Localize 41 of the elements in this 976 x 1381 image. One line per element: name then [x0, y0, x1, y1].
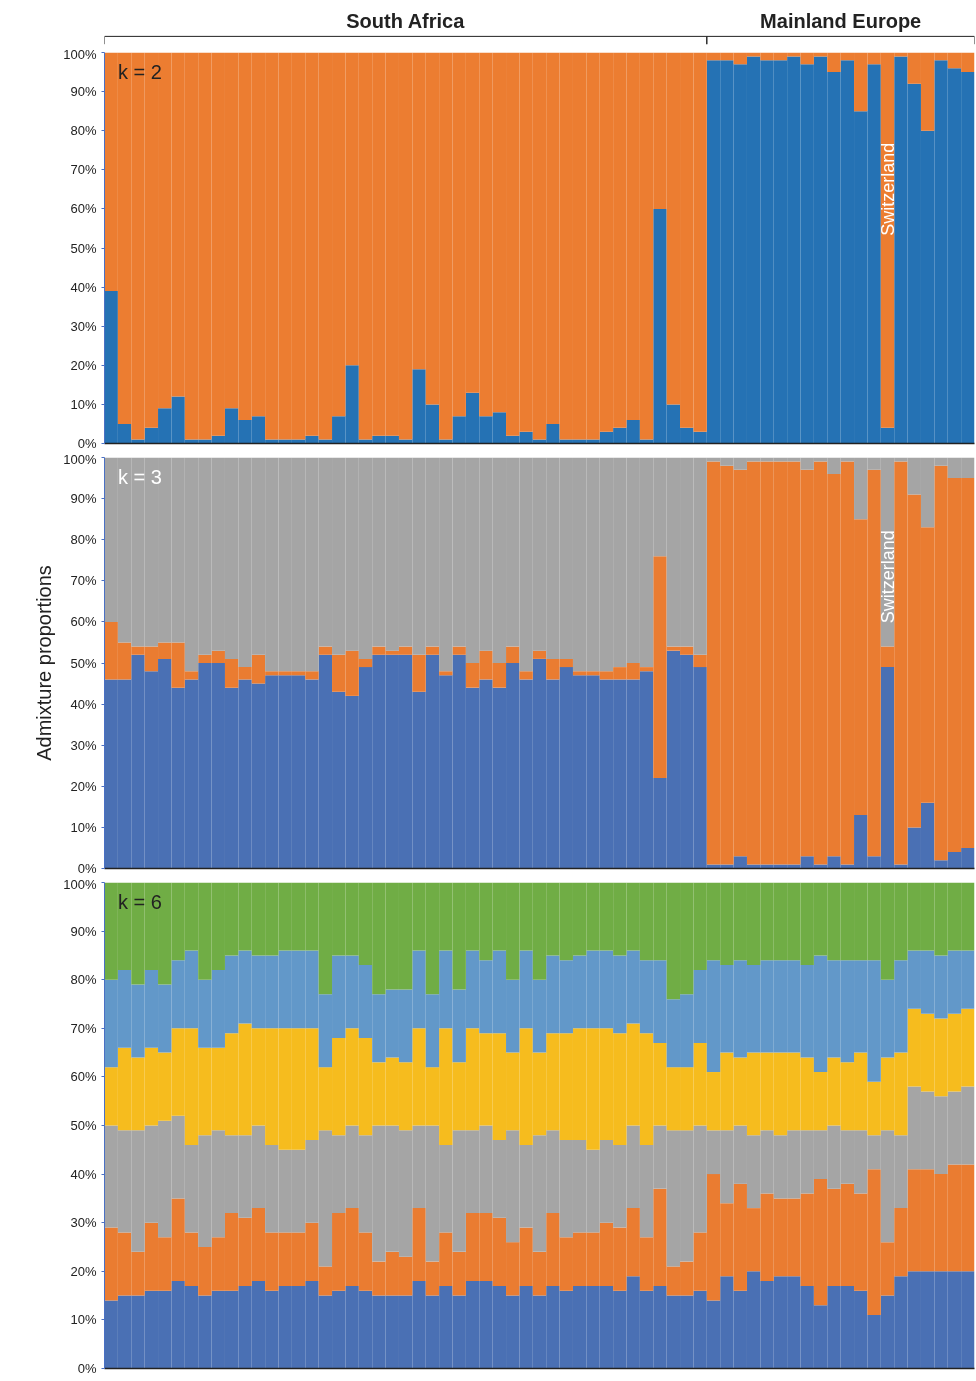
y-tick-label: 10% [70, 396, 97, 412]
y-tick-label: 70% [70, 1020, 97, 1036]
y-tick-label: 20% [70, 357, 97, 373]
annotation: k = 2 [117, 60, 162, 83]
y-tick-label: 30% [70, 318, 97, 334]
annotation: Switzerland [877, 530, 898, 624]
y-tick-label: 60% [70, 201, 97, 217]
y-tick-label: 40% [70, 696, 97, 712]
y-tick-label: 100% [63, 46, 97, 62]
y-tick-label: 30% [70, 1215, 97, 1231]
y-tick-label: 80% [70, 972, 97, 988]
y-tick-label: 0% [77, 861, 97, 876]
y-tick-label: 0% [77, 436, 97, 451]
y-tick-label: 10% [70, 1312, 97, 1328]
y-tick-label: 70% [70, 573, 97, 589]
text: South Africa [346, 9, 466, 32]
y-tick-label: 50% [70, 1118, 97, 1133]
annotation: Switzerland [877, 142, 898, 236]
y-tick-label: 60% [70, 1069, 97, 1085]
y-tick-label: 90% [70, 923, 97, 939]
text: Mainland Europe [760, 9, 922, 32]
y-tick-label: 0% [77, 1361, 97, 1376]
annotation: k = 3 [117, 465, 162, 488]
y-tick-label: 70% [70, 162, 97, 178]
annotation: k = 6 [117, 890, 162, 913]
y-tick-label: 90% [70, 491, 97, 507]
y-tick-label: 100% [63, 876, 97, 892]
y-tick-label: 30% [70, 737, 97, 753]
y-tick-label: 100% [63, 451, 97, 467]
y-tick-label: 80% [70, 123, 97, 139]
y-axis-title: Admixture proportions [33, 565, 56, 761]
y-tick-label: 20% [70, 1263, 97, 1279]
y-tick-label: 20% [70, 778, 97, 794]
y-tick-label: 80% [70, 532, 97, 548]
y-tick-label: 90% [70, 84, 97, 100]
y-tick-label: 50% [70, 240, 97, 256]
y-tick-label: 10% [70, 819, 97, 835]
y-tick-label: 40% [70, 279, 97, 295]
y-tick-label: 60% [70, 614, 97, 630]
y-tick-label: 40% [70, 1166, 97, 1182]
y-tick-label: 50% [70, 655, 97, 671]
